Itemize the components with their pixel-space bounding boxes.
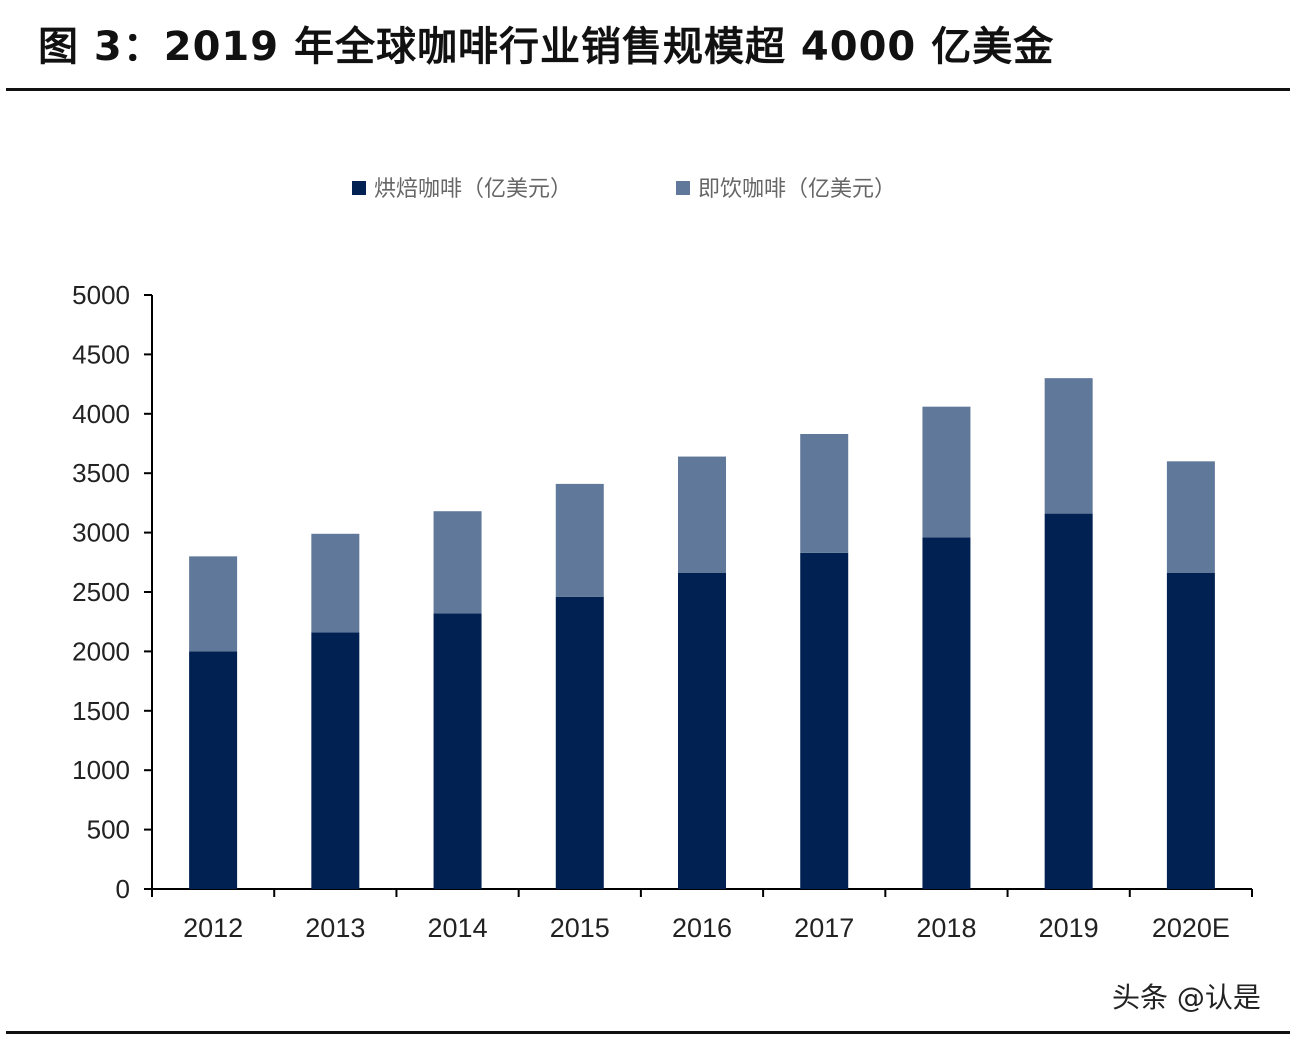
y-tick-label: 0 xyxy=(116,874,130,904)
bar-roasted-2015 xyxy=(555,596,604,889)
watermark: 头条 @认是 xyxy=(1112,981,1261,1014)
x-tick-label: 2012 xyxy=(183,913,243,943)
bar-rtd-2020E xyxy=(1166,461,1215,573)
y-tick-label: 4000 xyxy=(72,399,130,429)
bar-rtd-2015 xyxy=(555,483,604,597)
y-tick-label: 5000 xyxy=(72,280,130,310)
bar-rtd-2013 xyxy=(311,533,360,633)
x-tick-label: 2019 xyxy=(1039,913,1099,943)
legend-label: 烘焙咖啡（亿美元） xyxy=(374,177,572,202)
y-tick-label: 1000 xyxy=(72,755,130,785)
x-tick-label: 2015 xyxy=(550,913,610,943)
bar-roasted-2016 xyxy=(678,572,726,889)
bar-roasted-2020E xyxy=(1166,572,1215,889)
bar-roasted-2014 xyxy=(433,613,482,889)
top-rule xyxy=(6,88,1290,91)
bar-rtd-2016 xyxy=(678,456,726,573)
bar-rtd-2017 xyxy=(800,433,849,553)
x-tick-label: 2013 xyxy=(305,913,365,943)
bar-rtd-2018 xyxy=(922,406,971,538)
y-tick-label: 3500 xyxy=(72,458,130,488)
x-tick-label: 2017 xyxy=(794,913,854,943)
x-tick-label: 2014 xyxy=(428,913,488,943)
bar-roasted-2019 xyxy=(1044,513,1093,889)
y-tick-label: 2500 xyxy=(72,577,130,607)
y-tick-label: 2000 xyxy=(72,636,130,666)
figure-title: 图 3：2019 年全球咖啡行业销售规模超 4000 亿美金 xyxy=(38,24,1055,70)
bar-roasted-2017 xyxy=(800,552,849,889)
x-tick-label: 2018 xyxy=(916,913,976,943)
bottom-rule xyxy=(6,1031,1290,1034)
x-tick-label: 2016 xyxy=(672,913,732,943)
bar-rtd-2019 xyxy=(1044,378,1093,514)
legend-label: 即饮咖啡（亿美元） xyxy=(698,177,896,202)
bar-roasted-2012 xyxy=(189,651,238,889)
bar-roasted-2018 xyxy=(922,537,971,889)
bar-rtd-2014 xyxy=(433,511,482,614)
legend-swatch xyxy=(352,181,366,195)
legend-swatch xyxy=(676,181,690,195)
bar-rtd-2012 xyxy=(189,556,238,652)
y-tick-label: 500 xyxy=(87,815,130,845)
y-tick-label: 3000 xyxy=(72,518,130,548)
y-tick-label: 4500 xyxy=(72,339,130,369)
y-tick-label: 1500 xyxy=(72,696,130,726)
x-tick-label: 2020E xyxy=(1152,913,1230,943)
bar-roasted-2013 xyxy=(311,632,360,889)
